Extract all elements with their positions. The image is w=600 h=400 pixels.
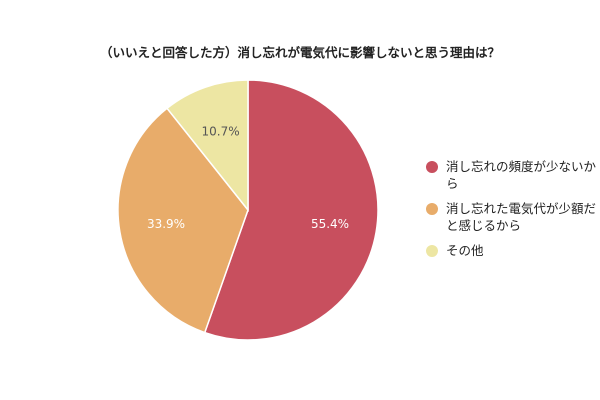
slice-value-label-0: 55.4% [311, 217, 349, 231]
legend-swatch-1 [426, 203, 438, 215]
legend-label-1: 消し忘れた電気代が少額だと感じるから [446, 201, 597, 233]
legend-item-1: 消し忘れた電気代が少額だと感じるから [426, 200, 600, 234]
legend-label-2: その他 [446, 243, 484, 258]
legend-item-0: 消し忘れの頻度が少ないから [426, 158, 600, 192]
pie-slice-2 [165, 79, 249, 213]
slice-value-label-2: 10.7% [202, 125, 240, 139]
legend-swatch-0 [426, 161, 438, 173]
legend-swatch-2 [426, 245, 438, 257]
slice-value-label-1: 33.9% [147, 217, 185, 231]
legend: 消し忘れの頻度が少ないから 消し忘れた電気代が少額だと感じるからその他 [426, 158, 600, 267]
pie-slice-1 [117, 107, 249, 334]
legend-item-2: その他 [426, 242, 600, 259]
legend-label-0: 消し忘れの頻度が少ないから [446, 159, 597, 191]
chart-title: （いいえと回答した方）消し忘れが電気代に影響しないと思う理由は？ [99, 45, 500, 60]
